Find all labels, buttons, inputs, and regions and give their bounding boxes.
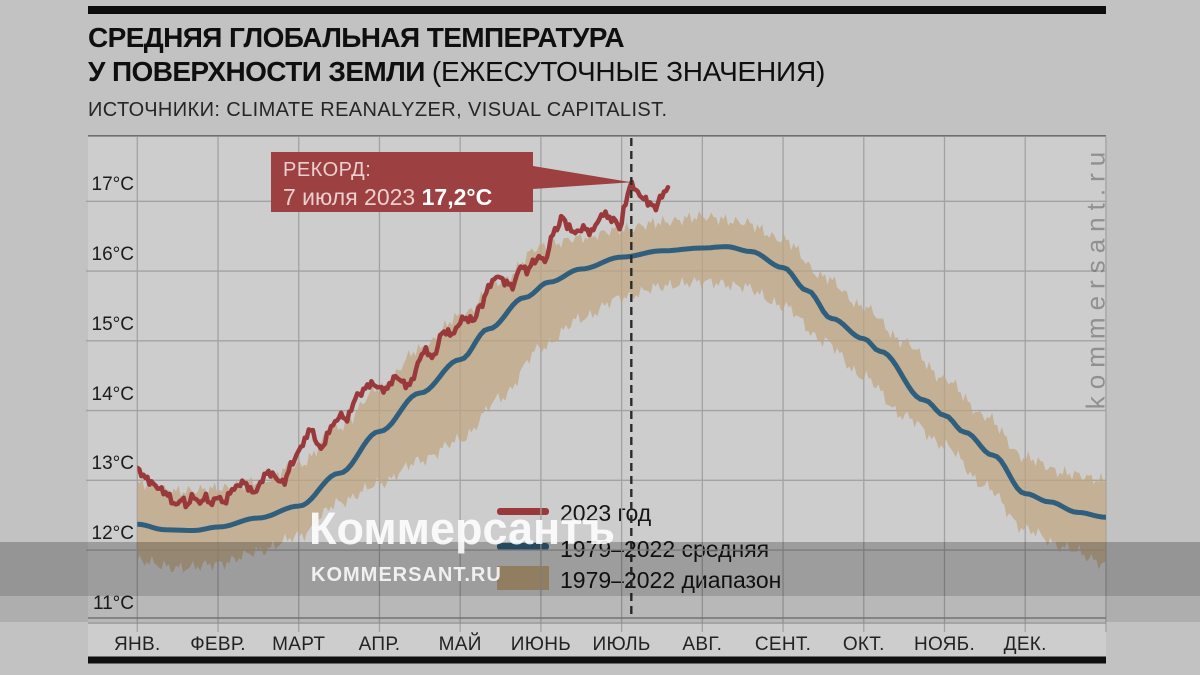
- kommersant-logo-watermark: Коммерсантъ: [309, 503, 616, 554]
- page-title: СРЕДНЯЯ ГЛОБАЛЬНАЯ ТЕМПЕРАТУРА У ПОВЕРХН…: [88, 21, 825, 89]
- legend-swatch-2023-line: [497, 508, 549, 515]
- legend-label-range: 1979–2022 диапазон: [560, 567, 782, 593]
- kommersant-side-watermark: kommersant.ru: [1080, 144, 1111, 410]
- dark-overlay-strip: [0, 542, 1200, 596]
- record-callout-label: РЕКОРД:: [283, 159, 372, 181]
- legend-label-mean: 1979–2022 средняя: [560, 536, 770, 562]
- legend-swatch-mean-line: [497, 543, 549, 550]
- title-line-1: СРЕДНЯЯ ГЛОБАЛЬНАЯ ТЕМПЕРАТУРА: [88, 22, 625, 53]
- kommersant-url-watermark: KOMMERSANT.RU: [311, 564, 502, 586]
- record-date: 7 июля 2023: [283, 184, 422, 210]
- top-accent-bar: [88, 6, 1106, 14]
- record-value: 17,2°C: [421, 184, 493, 210]
- dark-overlay-strip-light: [0, 596, 1200, 622]
- record-callout: РЕКОРД: 7 июля 2023 17,2°C: [271, 152, 533, 212]
- legend-label-2023: 2023 год: [560, 500, 652, 526]
- record-callout-line2: 7 июля 2023 17,2°C: [283, 184, 533, 211]
- title-line-2-bold: У ПОВЕРХНОСТИ ЗЕМЛИ: [88, 56, 432, 87]
- title-line-2-regular: (ЕЖЕСУТОЧНЫЕ ЗНАЧЕНИЯ): [431, 56, 826, 87]
- title-line-2: У ПОВЕРХНОСТИ ЗЕМЛИ (ЕЖЕСУТОЧНЫЕ ЗНАЧЕНИ…: [88, 55, 825, 89]
- source-line: ИСТОЧНИКИ: CLIMATE REANALYZER, VISUAL CA…: [88, 99, 668, 121]
